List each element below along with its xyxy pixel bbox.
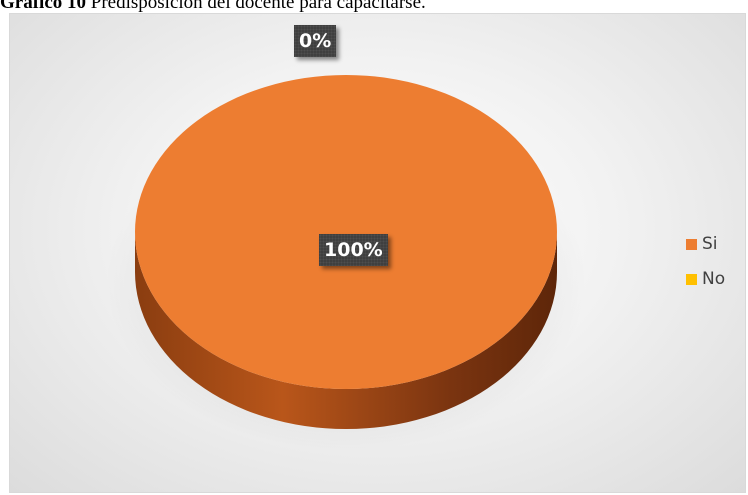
legend-swatch-no (686, 273, 697, 285)
pie-chart (105, 75, 587, 451)
legend-label-no: No (702, 269, 726, 289)
figure-caption-text: Predisposición del docente para capacita… (86, 0, 426, 13)
figure-number: Gráfico 10 (0, 0, 87, 13)
data-label-no: 0% (294, 25, 337, 57)
figure-caption: Gráfico 10 Predisposición del docente pa… (0, 0, 748, 13)
chart-area: 100% 0% Si No (9, 13, 746, 493)
data-label-si: 100% (319, 234, 388, 266)
legend-item-no: No (686, 267, 746, 291)
legend-label-si: Si (702, 234, 718, 254)
legend: Si No (686, 232, 746, 302)
pie-slice-si (135, 75, 557, 389)
legend-item-si: Si (686, 232, 746, 256)
legend-swatch-si (686, 238, 697, 250)
pie-slice-si-side (135, 232, 557, 429)
